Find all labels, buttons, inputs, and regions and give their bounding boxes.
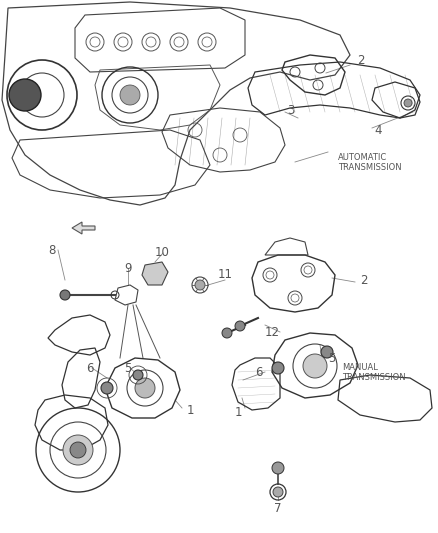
Text: 12: 12 bbox=[265, 326, 280, 338]
Circle shape bbox=[135, 378, 155, 398]
Circle shape bbox=[70, 442, 86, 458]
Text: 5: 5 bbox=[328, 351, 336, 365]
Text: 10: 10 bbox=[155, 246, 170, 260]
Text: 9: 9 bbox=[124, 262, 132, 274]
Text: 8: 8 bbox=[48, 244, 56, 256]
Circle shape bbox=[60, 290, 70, 300]
Text: AUTOMATIC
TRANSMISSION: AUTOMATIC TRANSMISSION bbox=[338, 153, 402, 172]
Circle shape bbox=[222, 328, 232, 338]
Text: 6: 6 bbox=[86, 361, 94, 375]
Circle shape bbox=[321, 346, 333, 358]
Text: 7: 7 bbox=[274, 502, 282, 514]
Text: 5: 5 bbox=[124, 361, 132, 375]
Text: 1: 1 bbox=[187, 403, 194, 416]
Circle shape bbox=[120, 85, 140, 105]
Circle shape bbox=[272, 362, 284, 374]
Text: 4: 4 bbox=[374, 124, 381, 136]
Circle shape bbox=[273, 487, 283, 497]
Circle shape bbox=[133, 370, 143, 380]
Text: 1: 1 bbox=[234, 406, 242, 418]
Circle shape bbox=[272, 462, 284, 474]
Text: 2: 2 bbox=[360, 273, 367, 287]
Circle shape bbox=[404, 99, 412, 107]
Text: 6: 6 bbox=[255, 366, 263, 378]
Text: 3: 3 bbox=[287, 103, 294, 117]
Text: MANUAL
TRANSMISSION: MANUAL TRANSMISSION bbox=[342, 363, 406, 382]
Circle shape bbox=[9, 79, 41, 111]
Circle shape bbox=[195, 280, 205, 290]
Polygon shape bbox=[72, 222, 95, 234]
Circle shape bbox=[303, 354, 327, 378]
Text: 2: 2 bbox=[357, 54, 364, 68]
Text: 11: 11 bbox=[218, 269, 233, 281]
Circle shape bbox=[235, 321, 245, 331]
Polygon shape bbox=[142, 262, 168, 285]
Circle shape bbox=[63, 435, 93, 465]
Circle shape bbox=[101, 382, 113, 394]
